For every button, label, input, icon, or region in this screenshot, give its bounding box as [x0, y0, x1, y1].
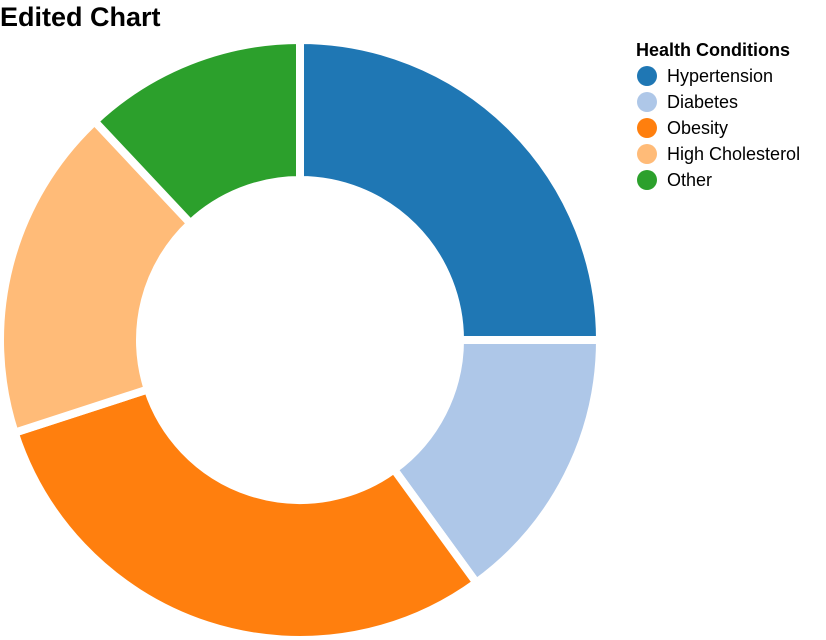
legend-items: Hypertension Diabetes Obesity High Choleste… [636, 63, 824, 193]
slice-other [90, 36, 304, 228]
legend-label: Hypertension [667, 65, 774, 86]
slice-diabetes [390, 336, 604, 587]
legend-swatch [637, 170, 657, 190]
legend-swatch [637, 92, 657, 112]
slice-obesity [10, 385, 481, 640]
legend: Health Conditions Hypertension Diabetes Ob… [636, 37, 824, 193]
legend-item: Diabetes [636, 89, 824, 115]
legend-swatch [637, 144, 657, 164]
legend-item: High Cholesterol [636, 141, 824, 167]
legend-item: Hypertension [636, 63, 824, 89]
legend-label: High Cholesterol [667, 143, 801, 164]
slice-high-cholesterol [0, 117, 195, 437]
legend-label: Diabetes [667, 91, 739, 112]
legend-label: Other [667, 169, 713, 190]
legend-item: Obesity [636, 115, 824, 141]
legend-label: Obesity [667, 117, 729, 138]
legend-swatch [637, 118, 657, 138]
chart-title: Edited Chart [0, 2, 161, 32]
slice-hypertension [296, 36, 604, 344]
legend-title: Health Conditions [636, 40, 790, 60]
donut-slices [0, 36, 604, 640]
legend-swatch [637, 66, 657, 86]
legend-item: Other [636, 167, 824, 193]
